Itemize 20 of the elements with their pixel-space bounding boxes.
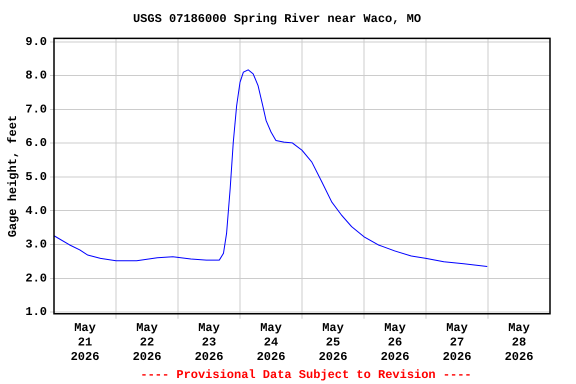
x-tick-label: May 28 2026 (504, 321, 534, 364)
y-tick-label: 7.0 (25, 102, 48, 116)
chart-title: USGS 07186000 Spring River near Waco, MO (132, 12, 422, 26)
x-tick-label: May 25 2026 (318, 321, 348, 364)
y-tick-label: 4.0 (25, 204, 48, 218)
x-tick-label: May 26 2026 (380, 321, 410, 364)
y-tick-label: 1.0 (25, 305, 48, 320)
x-tick-label: May 27 2026 (442, 321, 472, 364)
x-tick-label: May 21 2026 (70, 321, 100, 364)
y-tick-label: 6.0 (25, 136, 48, 150)
y-tick-label: 2.0 (25, 271, 48, 286)
y-tick-label: 9.0 (25, 34, 48, 49)
y-tick-label: 8.0 (25, 68, 48, 83)
x-tick-label: May 22 2026 (132, 321, 162, 364)
x-tick-label: May 24 2026 (256, 321, 286, 364)
y-axis-title: Gage height, feet (6, 114, 20, 238)
text: ---- Provisional Data Subject to Revision ---- (140, 368, 472, 382)
y-tick-label: 5.0 (25, 170, 48, 184)
y-tick-label: 3.0 (25, 238, 48, 252)
x-tick-label: May 23 2026 (194, 321, 224, 364)
